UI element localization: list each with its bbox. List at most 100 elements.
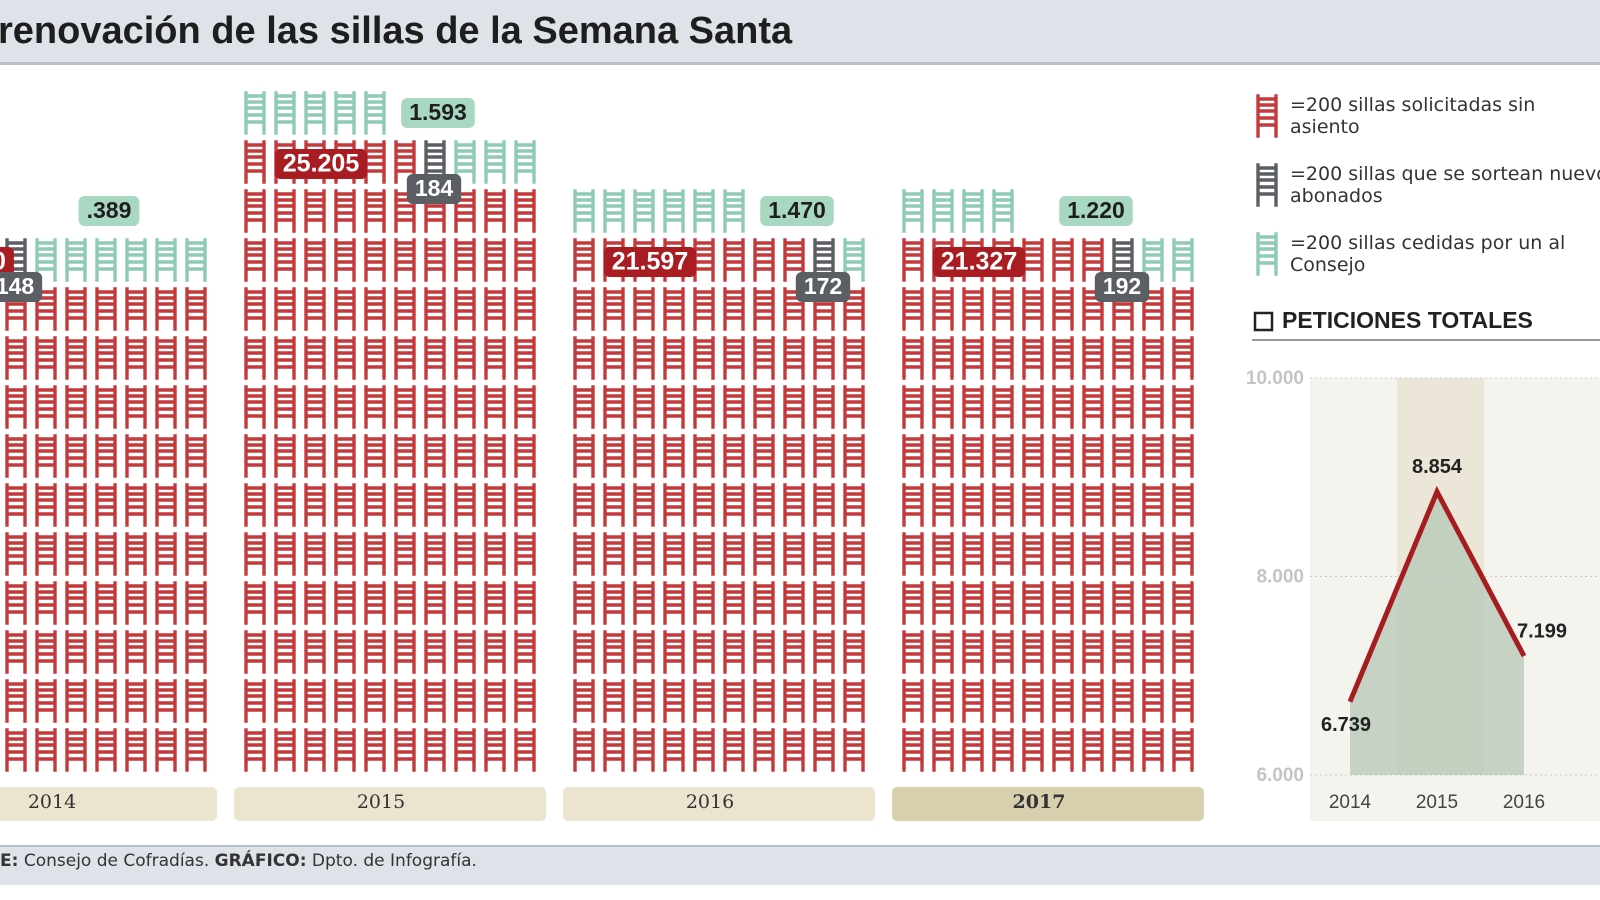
chair-shape <box>1082 728 1104 772</box>
chair-icon <box>1172 385 1194 429</box>
chair-icon <box>1052 287 1074 331</box>
chair-shape <box>813 336 835 380</box>
footer: E: Consejo de Cofradías. GRÁFICO: Dpto. … <box>0 851 477 871</box>
chair-shape <box>783 679 805 723</box>
chair-icon <box>304 581 326 625</box>
chair-shape <box>364 630 386 674</box>
chair-icon <box>424 532 446 576</box>
chair-shape <box>95 532 117 576</box>
chair-icon <box>843 532 865 576</box>
chair-icon <box>693 385 715 429</box>
chair-shape <box>185 336 207 380</box>
chair-shape <box>364 287 386 331</box>
chair-shape <box>244 140 266 184</box>
legend-icon <box>1256 94 1278 138</box>
chair-shape <box>693 630 715 674</box>
chair-shape <box>514 385 536 429</box>
value-label: 7.199 <box>1517 620 1567 642</box>
y-tick-label: 10.000 <box>1246 368 1304 389</box>
chair-icon <box>902 483 924 527</box>
chair-shape <box>753 434 775 478</box>
chair-shape <box>753 385 775 429</box>
chair-shape <box>304 483 326 527</box>
chair-icon <box>484 238 506 282</box>
chair-icon <box>244 385 266 429</box>
chair-shape <box>1082 630 1104 674</box>
chair-shape <box>155 581 177 625</box>
chair-icon <box>514 581 536 625</box>
chair-icon <box>424 483 446 527</box>
chair-shape <box>35 238 57 282</box>
chair-shape <box>663 728 685 772</box>
chair-shape <box>663 630 685 674</box>
y-tick-label: 6.000 <box>1256 765 1304 786</box>
chair-shape <box>95 385 117 429</box>
chair-icon <box>514 140 536 184</box>
chair-icon <box>992 483 1014 527</box>
chair-shape <box>334 189 356 233</box>
chair-shape <box>693 189 715 233</box>
chair-shape <box>962 728 984 772</box>
chair-icon <box>603 581 625 625</box>
chair-shape <box>1172 385 1194 429</box>
chair-icon <box>484 336 506 380</box>
chair-icon <box>813 385 835 429</box>
chair-shape <box>1022 238 1044 282</box>
chair-shape <box>244 238 266 282</box>
chair-icon <box>125 679 147 723</box>
chair-shape <box>633 483 655 527</box>
chair-icon <box>902 679 924 723</box>
chair-icon <box>5 728 27 772</box>
chair-icon <box>783 336 805 380</box>
chair-icon <box>394 679 416 723</box>
chair-icon <box>65 679 87 723</box>
chair-icon <box>364 336 386 380</box>
chair-icon <box>693 581 715 625</box>
chair-icon <box>304 91 326 135</box>
chair-icon <box>95 679 117 723</box>
chair-shape <box>5 630 27 674</box>
chair-icon <box>753 287 775 331</box>
badge-box <box>78 196 140 226</box>
chair-shape <box>693 581 715 625</box>
chair-shape <box>364 483 386 527</box>
chair-shape <box>962 189 984 233</box>
chair-shape <box>65 287 87 331</box>
chair-shape <box>753 728 775 772</box>
chair-shape <box>125 287 147 331</box>
chair-shape <box>394 483 416 527</box>
chair-shape <box>663 434 685 478</box>
chair-icon <box>244 581 266 625</box>
chair-icon <box>244 287 266 331</box>
chair-shape <box>424 679 446 723</box>
chair-shape <box>1142 483 1164 527</box>
chair-shape <box>95 679 117 723</box>
chair-shape <box>1082 483 1104 527</box>
chair-icon <box>813 728 835 772</box>
chair-shape <box>35 434 57 478</box>
chair-icon <box>394 483 416 527</box>
chair-icon <box>394 532 416 576</box>
chair-shape <box>843 287 865 331</box>
chair-icon <box>962 630 984 674</box>
chair-shape <box>304 581 326 625</box>
chair-icon <box>843 483 865 527</box>
chair-icon <box>65 336 87 380</box>
chair-icon <box>693 287 715 331</box>
chair-shape <box>1172 287 1194 331</box>
chair-icon <box>125 336 147 380</box>
chair-icon <box>962 336 984 380</box>
chair-icon <box>1112 581 1134 625</box>
chair-shape <box>723 532 745 576</box>
chair-shape <box>1112 336 1134 380</box>
chair-icon <box>603 385 625 429</box>
chair-shape <box>244 532 266 576</box>
chair-shape <box>244 91 266 135</box>
value-label: 192 <box>1103 273 1141 299</box>
chair-shape <box>753 238 775 282</box>
chair-shape <box>813 238 835 282</box>
chair-icon <box>723 483 745 527</box>
chair-shape <box>603 728 625 772</box>
chair-shape <box>364 91 386 135</box>
